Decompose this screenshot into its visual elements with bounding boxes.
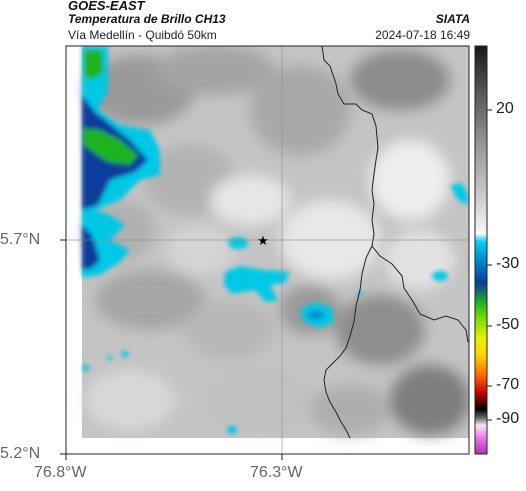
colorbar-tick-label: -30 <box>496 255 520 272</box>
route-subtitle: Vía Medellín - Quibdó 50km <box>68 28 217 42</box>
axis-ticks <box>60 239 283 460</box>
lon-tick-label: 76.8°W <box>34 464 87 481</box>
colorbar-tick-label: 20 <box>496 100 514 117</box>
lat-tick-label: 5.7°N <box>0 231 41 248</box>
country-border <box>321 46 469 439</box>
colorbar-tick-label: -70 <box>496 376 520 393</box>
map-frame <box>65 45 470 455</box>
lon-tick-label: 76.3°W <box>250 464 303 481</box>
colorbar-ticks <box>487 109 492 421</box>
colorbar-tick-label: -50 <box>496 316 520 333</box>
lat-tick-label: 5.2°N <box>0 445 41 462</box>
organization-label: SIATA <box>435 12 470 26</box>
product-title: Temperatura de Brillo CH13 <box>68 12 226 26</box>
star-icon: ★ <box>257 234 269 249</box>
colorbar <box>474 45 488 455</box>
map-grid <box>66 46 469 454</box>
satellite-title: GOES-EAST <box>68 0 145 13</box>
timestamp-label: 2024-07-18 16:49 <box>375 28 470 42</box>
satellite-image <box>66 46 469 454</box>
colorbar-tick-label: -90 <box>496 410 520 427</box>
